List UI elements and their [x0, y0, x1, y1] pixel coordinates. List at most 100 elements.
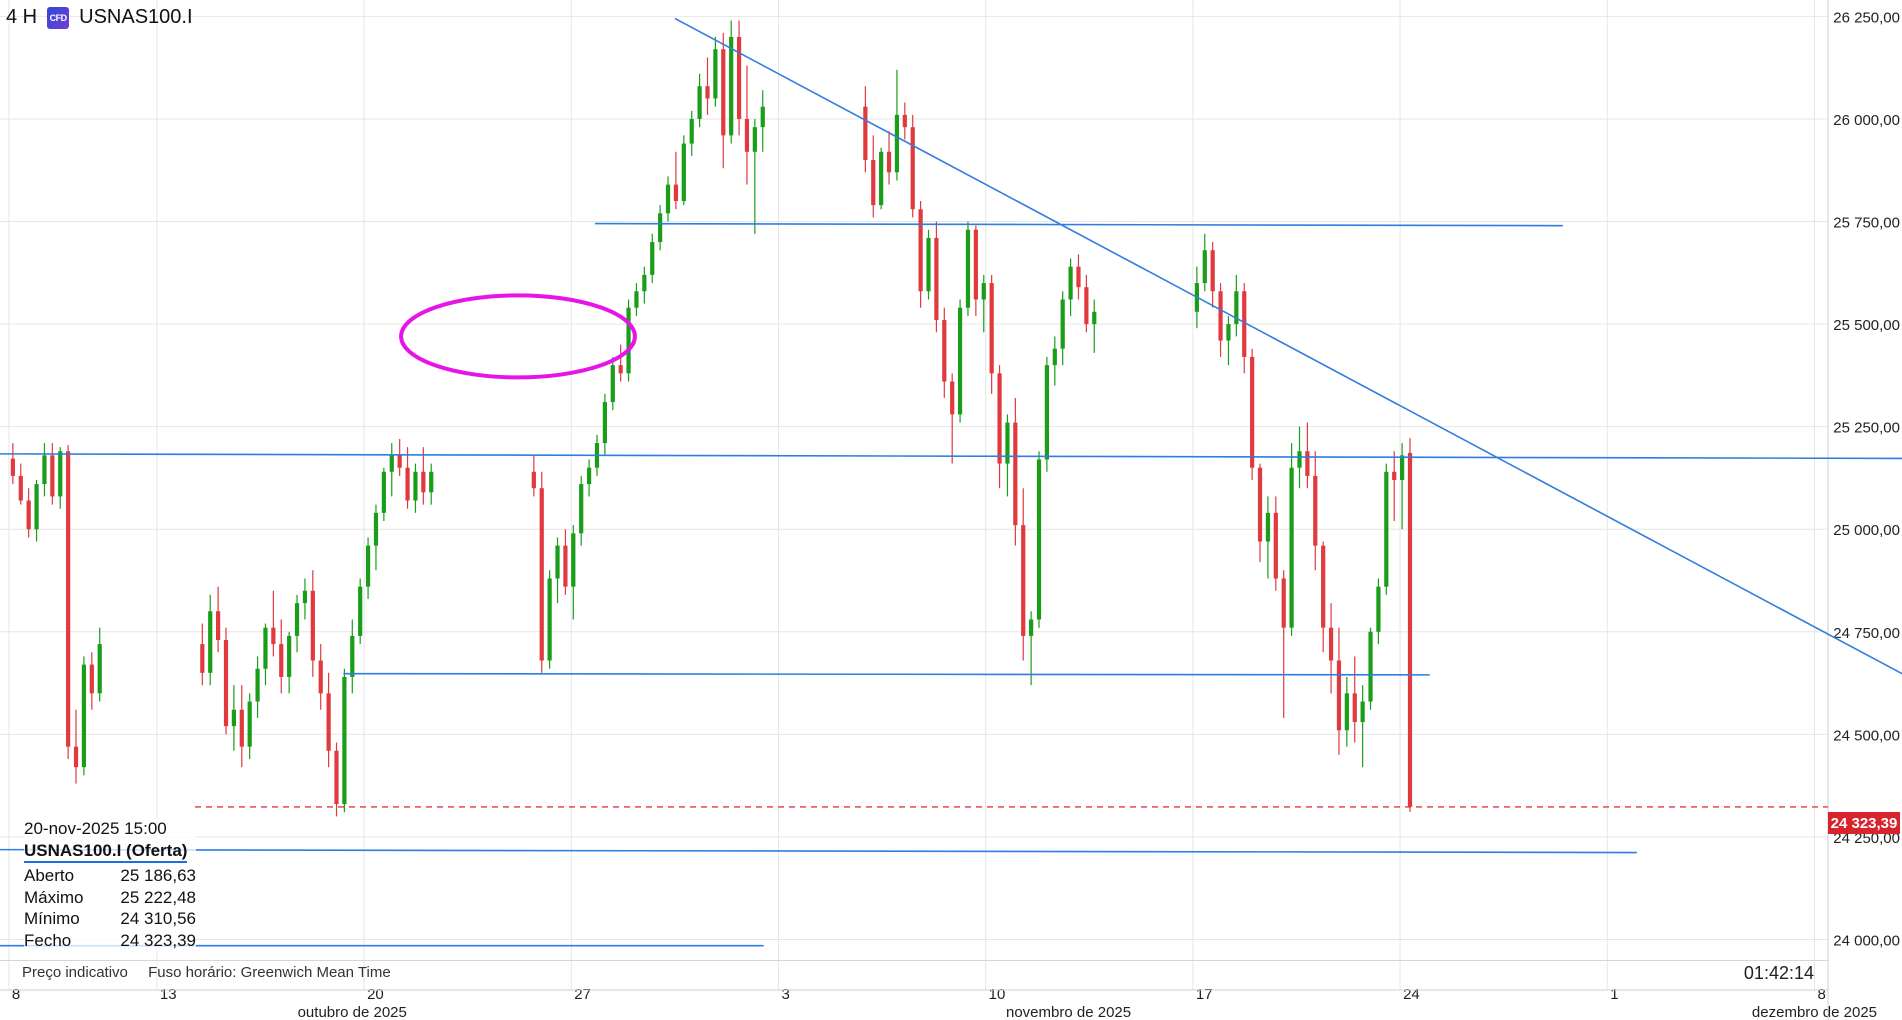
candle-body: [208, 611, 213, 673]
candle-body: [942, 320, 947, 382]
info-label: Aberto: [24, 866, 75, 885]
candle-body: [350, 635, 355, 677]
candle-body: [894, 114, 900, 173]
candle-body: [1226, 324, 1231, 341]
candle-body: [334, 750, 339, 805]
candle-body: [1044, 365, 1050, 460]
candle-body: [1084, 287, 1089, 325]
candle-body: [571, 533, 576, 587]
candle-body: [1305, 451, 1310, 476]
candle-body: [358, 586, 363, 636]
candle-body: [1250, 356, 1255, 468]
candle-body: [989, 283, 994, 374]
x-tick-label: 3: [781, 986, 789, 1003]
month-label: novembro de 2025: [1006, 1004, 1131, 1020]
candle-body: [965, 229, 971, 308]
level-line: [0, 453, 1902, 460]
candle-body: [326, 693, 331, 751]
candle-body: [1321, 545, 1326, 628]
candle-body: [18, 475, 23, 501]
footer-divider: [0, 960, 1828, 961]
candle-body: [602, 402, 607, 444]
candle-body: [1052, 348, 1057, 366]
candle-body: [73, 746, 79, 768]
candle-body: [563, 545, 568, 587]
candle-body: [1218, 291, 1223, 341]
candle-body: [650, 242, 655, 275]
candle-body: [1242, 291, 1247, 357]
candle-body: [66, 451, 71, 747]
candle-body: [721, 49, 726, 136]
x-tick-label: 8: [1817, 986, 1825, 1003]
price-type-label: Preço indicativo: [22, 964, 128, 981]
info-row-low: Mínimo 24 310,56: [24, 908, 196, 930]
candle-body: [1392, 471, 1397, 480]
x-tick-label: 1: [1610, 986, 1618, 1003]
candle-body: [950, 381, 955, 415]
candle-body: [1376, 586, 1381, 632]
candle-body: [247, 701, 252, 747]
candle-body: [1368, 631, 1373, 702]
candle-body: [34, 484, 39, 530]
candle-body: [302, 590, 308, 604]
candle-body: [1257, 467, 1263, 542]
candle-body: [200, 644, 205, 673]
y-tick-label: 24 250,00: [1833, 830, 1900, 847]
level-line: [594, 222, 1563, 227]
info-row-open: Aberto 25 186,63: [24, 865, 196, 887]
candle-body: [744, 118, 750, 152]
candle-body: [902, 114, 907, 128]
candle-body: [697, 86, 702, 119]
candle-body: [705, 86, 710, 99]
candle-countdown: 01:42:14: [1743, 963, 1814, 983]
candle-body: [997, 373, 1002, 464]
candle-body: [729, 36, 734, 136]
candle-body: [1273, 512, 1278, 579]
y-tick-label: 26 000,00: [1833, 112, 1900, 129]
candle-body: [681, 143, 686, 202]
candle-body: [413, 471, 418, 501]
y-tick-label: 24 000,00: [1833, 932, 1900, 949]
candle-body: [89, 664, 94, 694]
candle-body: [255, 668, 260, 702]
candle-body: [1036, 459, 1042, 620]
candle-body: [547, 578, 552, 661]
candle-body: [918, 209, 923, 292]
candle-body: [1400, 455, 1405, 480]
candle-body: [665, 184, 671, 214]
candle-body: [1021, 525, 1026, 636]
candle-body: [736, 36, 742, 119]
candle-body: [1281, 578, 1286, 628]
candle-body: [1005, 422, 1010, 464]
candle-body: [713, 49, 718, 99]
info-symbol: USNAS100.I (Oferta): [24, 840, 188, 863]
candle-body: [26, 500, 31, 530]
candle-body: [239, 709, 244, 747]
x-tick-label: 17: [1196, 986, 1213, 1003]
candle-body: [231, 709, 236, 727]
candle-body: [634, 291, 639, 308]
chart-footer: Preço indicativo Fuso horário: Greenwich…: [22, 964, 407, 981]
month-label: outubro de 2025: [298, 1004, 407, 1020]
candle-body: [421, 471, 426, 493]
candle-body: [81, 664, 87, 768]
y-tick-label: 25 750,00: [1833, 215, 1900, 232]
y-tick-label: 24 750,00: [1833, 625, 1900, 642]
y-tick-label: 25 000,00: [1833, 522, 1900, 539]
last-price-badge: 24 323,39: [1828, 812, 1900, 834]
candle-body: [58, 451, 63, 497]
timeframe-label[interactable]: 4 H: [6, 6, 38, 28]
candle-body: [294, 603, 300, 636]
cfd-icon: CFD: [47, 6, 70, 29]
candle-body: [1029, 619, 1034, 636]
symbol-label[interactable]: USNAS100.I: [79, 6, 193, 28]
candle-body: [886, 151, 892, 173]
y-tick-label: 25 500,00: [1833, 317, 1900, 334]
candle-body: [263, 627, 268, 669]
candle-body: [610, 365, 615, 403]
candle-body: [1384, 471, 1389, 587]
candle-body: [618, 365, 623, 374]
candle-body: [926, 237, 931, 292]
info-label: Fecho: [24, 930, 72, 950]
